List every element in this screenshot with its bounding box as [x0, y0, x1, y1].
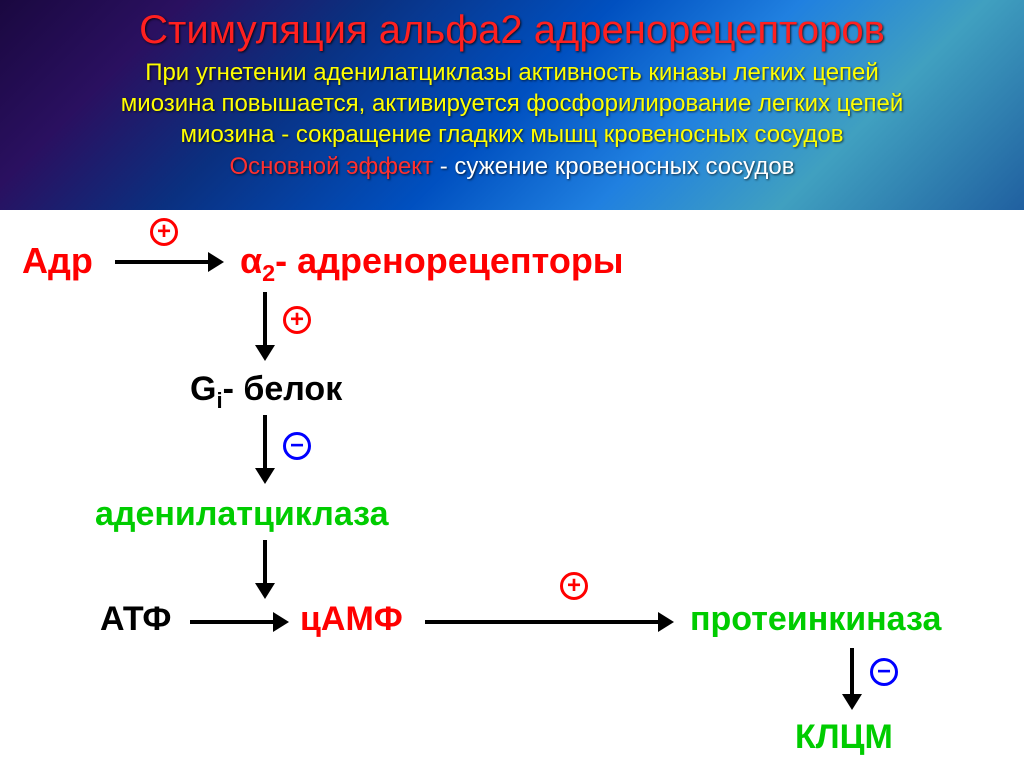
- sub-line4b: - сужение кровеносных сосудов: [433, 153, 794, 180]
- minus-icon: −: [283, 432, 311, 460]
- slide-header: Стимуляция альфа2 адренорецепторов При у…: [0, 0, 1024, 210]
- plus-icon: +: [560, 572, 588, 600]
- sub-line2: миозина повышается, активируется фосфори…: [121, 90, 903, 117]
- arrow-protkin-to-klcm: [850, 648, 854, 696]
- plus-icon: +: [150, 218, 178, 246]
- sub-line4a: Основной эффект: [230, 153, 434, 180]
- plus-icon: +: [283, 306, 311, 334]
- sub-line1: При угнетении аденилатциклазы активность…: [145, 59, 879, 86]
- arrow-atp-to-camp: [190, 620, 275, 624]
- node-klcm: КЛЦМ: [795, 718, 893, 757]
- node-adr: Адр: [22, 240, 93, 282]
- arrow-camp-to-protkin: [425, 620, 660, 624]
- sub-line3: миозина - сокращение гладких мышц кровен…: [181, 121, 844, 148]
- pathway-diagram: Адр α2- адренорецепторы Gi- белок аденил…: [0, 210, 1024, 768]
- node-camp: цАМФ: [300, 600, 403, 639]
- node-proteinkinase: протеинкиназа: [690, 600, 941, 639]
- arrow-adr-to-alpha2: [115, 260, 210, 264]
- arrow-gprotein-to-adenyl: [263, 415, 267, 470]
- node-alpha2-receptor: α2- адренорецепторы: [240, 240, 624, 287]
- slide-subtitle: При угнетении аденилатциклазы активность…: [20, 57, 1004, 182]
- slide-title: Стимуляция альфа2 адренорецепторов: [20, 8, 1004, 53]
- arrow-adenyl-to-camp: [263, 540, 267, 585]
- node-atp: АТФ: [100, 600, 171, 639]
- node-adenylate-cyclase: аденилатциклаза: [95, 495, 389, 534]
- arrow-alpha2-to-gprotein: [263, 292, 267, 347]
- minus-icon: −: [870, 658, 898, 686]
- node-g-protein: Gi- белок: [190, 370, 342, 414]
